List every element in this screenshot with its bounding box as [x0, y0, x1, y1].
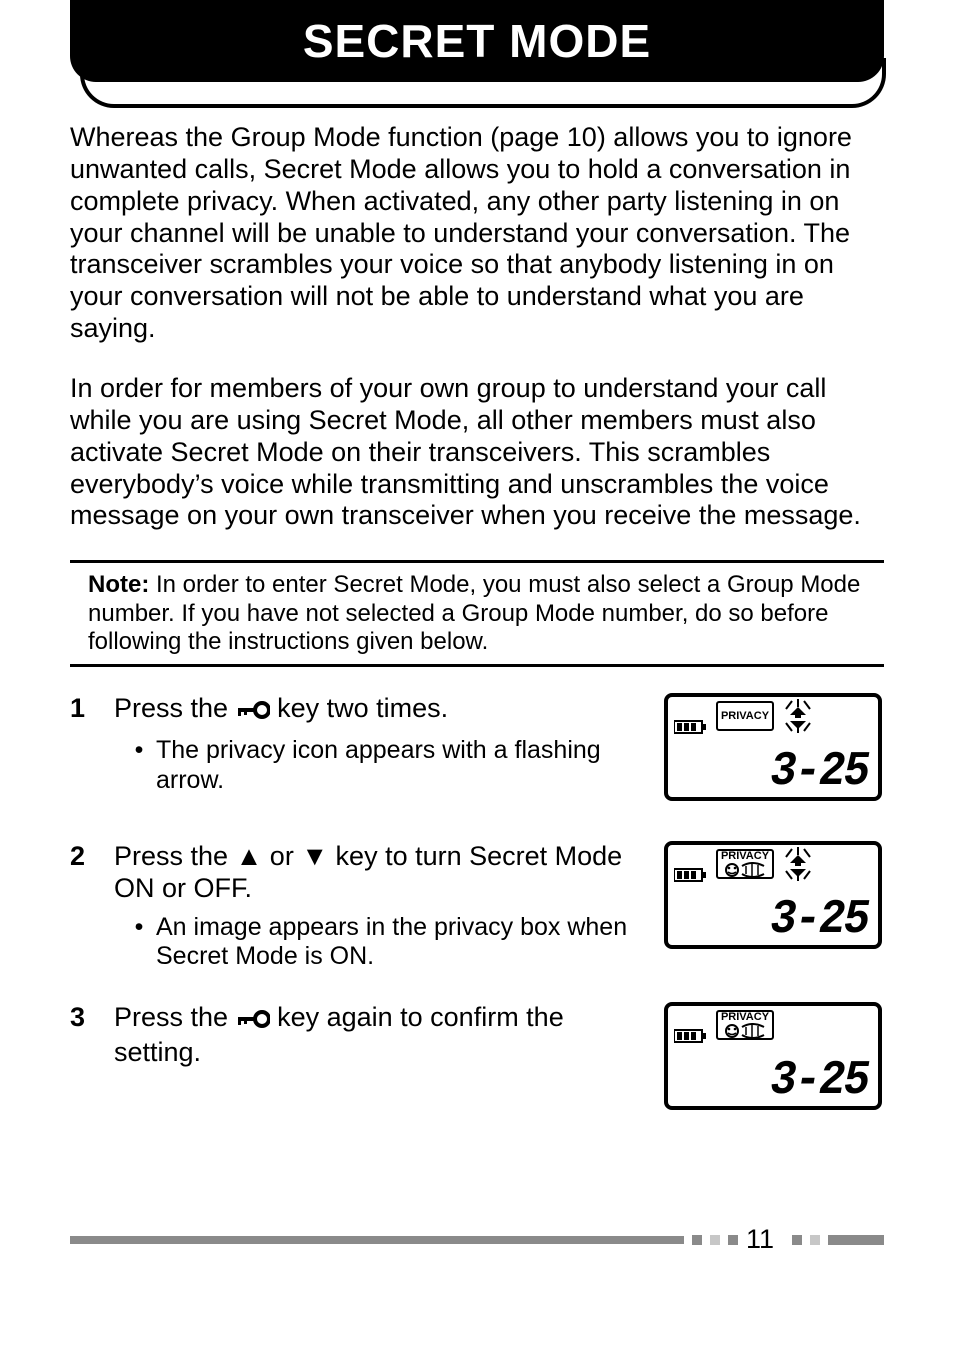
- battery-icon: [674, 719, 708, 740]
- footer-square: [792, 1235, 802, 1245]
- privacy-box: PRIVACY: [716, 701, 774, 731]
- step-number: 1: [70, 693, 114, 725]
- page-number: 11: [738, 1224, 784, 1255]
- page-title: SECRET MODE: [303, 14, 651, 68]
- flash-arrow-icon: [784, 699, 812, 738]
- step-number: 3: [70, 1002, 114, 1034]
- battery-icon: [674, 867, 708, 888]
- lcd-channel: 3-25: [770, 1053, 868, 1108]
- lcd-screen: PRIVACY 3-25: [664, 841, 882, 949]
- lcd-illustration: PRIVACY 3-25: [664, 693, 884, 811]
- lcd-channel: 3-25: [770, 893, 868, 948]
- lcd-screen: PRIVACY 3-25: [664, 1002, 882, 1110]
- bullet-icon: •: [114, 736, 156, 795]
- privacy-face-icon: [722, 1023, 768, 1039]
- up-arrow-icon: ▲: [236, 841, 263, 871]
- step-number: 2: [70, 841, 114, 873]
- flash-arrow-icon: [784, 847, 812, 886]
- step-body: Press the ▲ or ▼ key to turn Secret Mode…: [114, 841, 664, 972]
- step-row: 1 Press the key two times. • The privacy…: [70, 693, 884, 811]
- privacy-face-icon: [722, 862, 768, 878]
- footer-square: [710, 1235, 720, 1245]
- privacy-box: PRIVACY: [716, 1010, 774, 1040]
- step-body: Press the key again to confirm the setti…: [114, 1002, 664, 1069]
- step-sub-bullet: • The privacy icon appears with a flashi…: [114, 736, 650, 795]
- step-row: 2 Press the ▲ or ▼ key to turn Secret Mo…: [70, 841, 884, 972]
- note-box: Note: In order to enter Secret Mode, you…: [70, 560, 884, 667]
- lcd-screen: PRIVACY 3-25: [664, 693, 882, 801]
- steps-list: 1 Press the key two times. • The privacy…: [70, 693, 884, 1120]
- intro-paragraph-2: In order for members of your own group t…: [70, 373, 884, 532]
- step-text-pre: Press the: [114, 841, 236, 871]
- lcd-channel: 3-25: [770, 745, 868, 800]
- bullet-icon: •: [114, 913, 156, 972]
- step-row: 3 Press the key again to confirm the set…: [70, 1002, 884, 1120]
- lcd-illustration: PRIVACY 3-25: [664, 1002, 884, 1120]
- step-text-pre: Press the: [114, 693, 236, 723]
- key-icon: [236, 1005, 270, 1037]
- step-sub-bullet: • An image appears in the privacy box wh…: [114, 913, 650, 972]
- footer-bar-right: [828, 1235, 884, 1245]
- battery-icon: [674, 1028, 708, 1049]
- step-body: Press the key two times. • The privacy i…: [114, 693, 664, 795]
- privacy-label: PRIVACY: [721, 850, 769, 862]
- step-text-mid: or: [262, 841, 301, 871]
- footer-square: [810, 1235, 820, 1245]
- key-icon: [236, 696, 270, 728]
- footer-square: [692, 1235, 702, 1245]
- intro-paragraph-1: Whereas the Group Mode function (page 10…: [70, 122, 884, 345]
- footer-square: [728, 1235, 738, 1245]
- step-sub-text: The privacy icon appears with a flashing…: [156, 736, 650, 795]
- step-sub-text: An image appears in the privacy box when…: [156, 913, 650, 972]
- privacy-box: PRIVACY: [716, 849, 774, 879]
- step-text-pre: Press the: [114, 1002, 236, 1032]
- note-label: Note:: [88, 571, 149, 598]
- footer-bar-left: [70, 1236, 684, 1244]
- lcd-illustration: PRIVACY 3-25: [664, 841, 884, 959]
- privacy-label: PRIVACY: [721, 710, 769, 722]
- down-arrow-icon: ▼: [301, 841, 328, 871]
- page-footer: 11: [70, 1224, 884, 1255]
- privacy-label: PRIVACY: [721, 1011, 769, 1023]
- step-text-post: key two times.: [270, 693, 449, 723]
- note-text: In order to enter Secret Mode, you must …: [88, 571, 860, 655]
- title-banner: SECRET MODE: [70, 0, 884, 82]
- banner-black: SECRET MODE: [70, 0, 884, 82]
- manual-page: SECRET MODE Whereas the Group Mode funct…: [0, 0, 954, 1345]
